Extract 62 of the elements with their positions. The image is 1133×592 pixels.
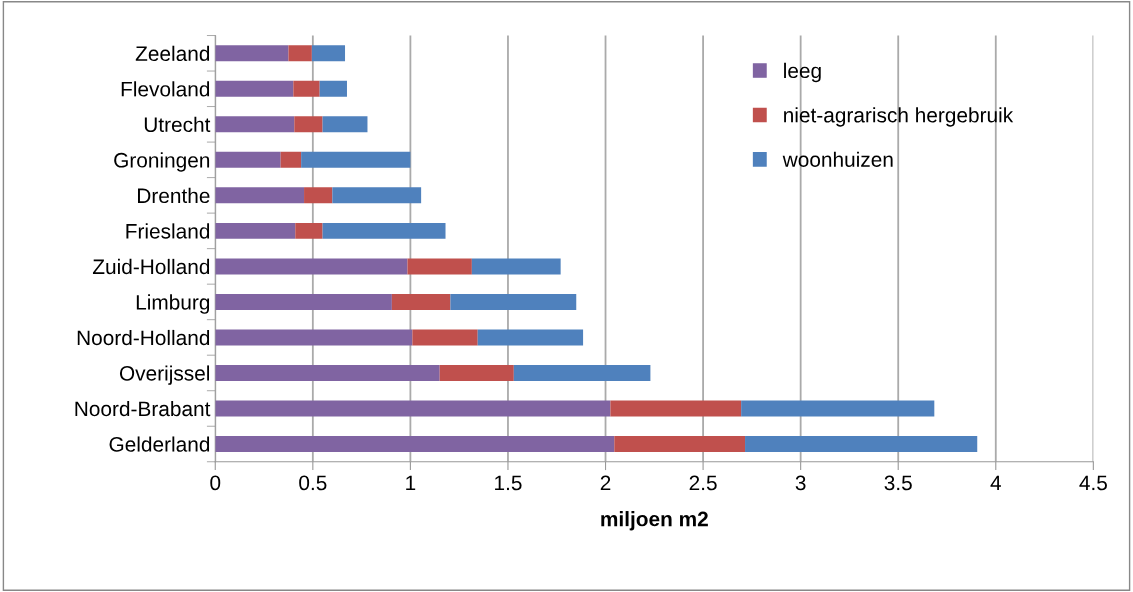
bar (293, 80, 320, 97)
bar (301, 151, 411, 168)
bar (215, 222, 296, 239)
bar (322, 116, 368, 133)
y-tick-label: Groningen (114, 152, 210, 172)
bar (319, 80, 347, 97)
bar (215, 258, 408, 275)
bar (294, 116, 323, 133)
bar (322, 222, 446, 239)
x-tick-label: 3 (795, 475, 806, 491)
bar (311, 45, 346, 62)
x-tick-label: 2.5 (689, 475, 717, 491)
y-tick-label: Noord-Holland (77, 329, 210, 346)
bar (332, 187, 422, 204)
bar (215, 436, 615, 452)
bar (614, 436, 746, 452)
y-tick-label: Zeeland (135, 45, 210, 62)
y-tick-label: Flevoland (121, 81, 210, 97)
bar (288, 45, 312, 62)
x-tick-label: 1.5 (495, 475, 522, 491)
y-tick-label: Limburg (136, 294, 210, 314)
bar (280, 151, 302, 168)
bar (450, 293, 577, 310)
bar (215, 187, 305, 204)
y-tick-label: Zuid-Holland (92, 258, 210, 275)
bar (215, 151, 281, 168)
bar (215, 293, 392, 310)
bar (215, 400, 611, 417)
y-tick-label: Overijssel (119, 365, 210, 385)
x-axis-title: miljoen m2 (601, 511, 708, 531)
x-tick-label: 3.5 (884, 475, 912, 491)
legend-label: niet-agrarisch hergebruik (784, 107, 1014, 127)
bar (215, 364, 440, 381)
bar (477, 329, 584, 346)
bar (471, 258, 561, 275)
y-tick-label: Noord-Brabant (75, 400, 211, 417)
x-tick-label: 0.5 (299, 475, 327, 491)
bar (215, 80, 294, 97)
x-tick-label: 4 (990, 475, 1001, 491)
bar (304, 187, 333, 204)
bar (513, 364, 651, 381)
legend-label: leeg (784, 62, 821, 83)
bar (215, 116, 295, 133)
x-tick-label: 0 (210, 475, 221, 491)
y-tick-label: Utrecht (144, 116, 211, 133)
x-tick-label: 1 (406, 475, 416, 491)
y-tick-label: Gelderland (109, 436, 210, 452)
bar (439, 364, 514, 381)
bar (741, 400, 935, 417)
bar (407, 258, 472, 275)
bar (391, 293, 451, 310)
legend-label: woonhuizen (782, 151, 893, 167)
x-tick-label: 4.5 (1079, 475, 1107, 491)
y-tick-label: Friesland (126, 223, 210, 239)
bar (215, 329, 413, 346)
y-tick-label: Drenthe (138, 187, 210, 204)
bar (412, 329, 478, 346)
bar (215, 45, 289, 62)
bar (745, 436, 978, 452)
x-tick-label: 2 (600, 475, 611, 491)
bar (610, 400, 742, 417)
bar (295, 222, 323, 239)
